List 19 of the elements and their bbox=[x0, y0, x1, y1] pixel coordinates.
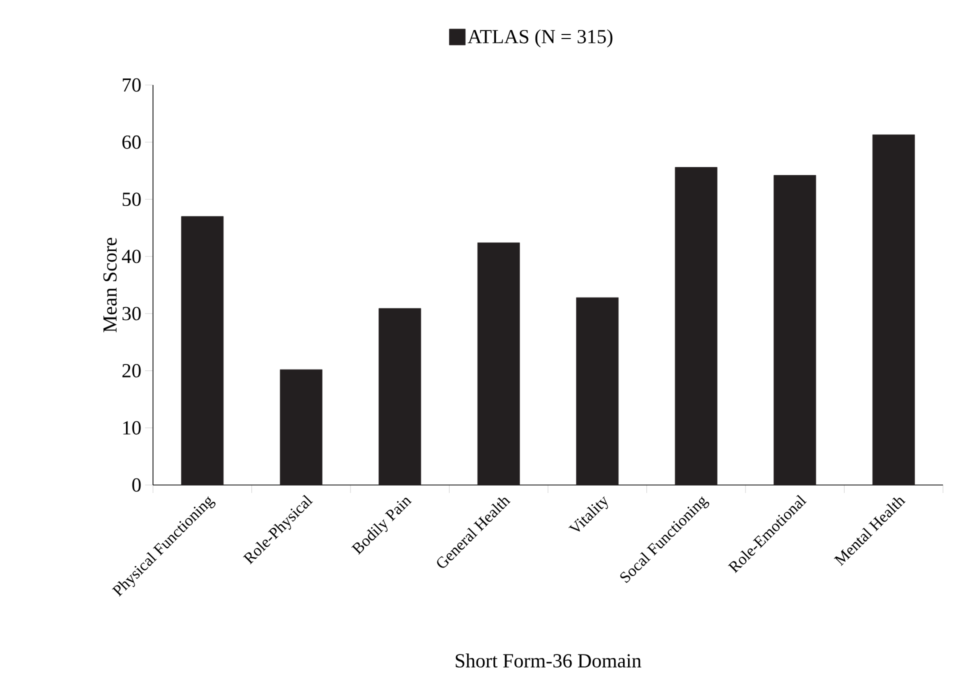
x-axis-title: Short Form-36 Domain bbox=[456, 654, 642, 668]
bar bbox=[280, 369, 322, 486]
y-axis-title: Mean Score bbox=[103, 238, 117, 332]
legend-label: ATLAS (N = 315) bbox=[468, 29, 612, 48]
y-tick-label: 0 bbox=[132, 478, 141, 492]
y-tick-label: 40 bbox=[122, 250, 141, 264]
y-tick-label: 10 bbox=[123, 421, 141, 435]
bar bbox=[872, 134, 915, 486]
bar bbox=[181, 216, 224, 486]
bar bbox=[477, 242, 520, 486]
bar bbox=[576, 297, 619, 486]
y-tick-label: 70 bbox=[122, 78, 141, 92]
y-tick-label: 60 bbox=[122, 135, 141, 149]
y-tick-label: 50 bbox=[122, 192, 141, 206]
y-tick-label: 20 bbox=[122, 364, 141, 378]
y-tick-label: 30 bbox=[122, 306, 141, 320]
bar bbox=[674, 167, 718, 486]
bar bbox=[378, 308, 422, 486]
bar bbox=[774, 175, 816, 486]
